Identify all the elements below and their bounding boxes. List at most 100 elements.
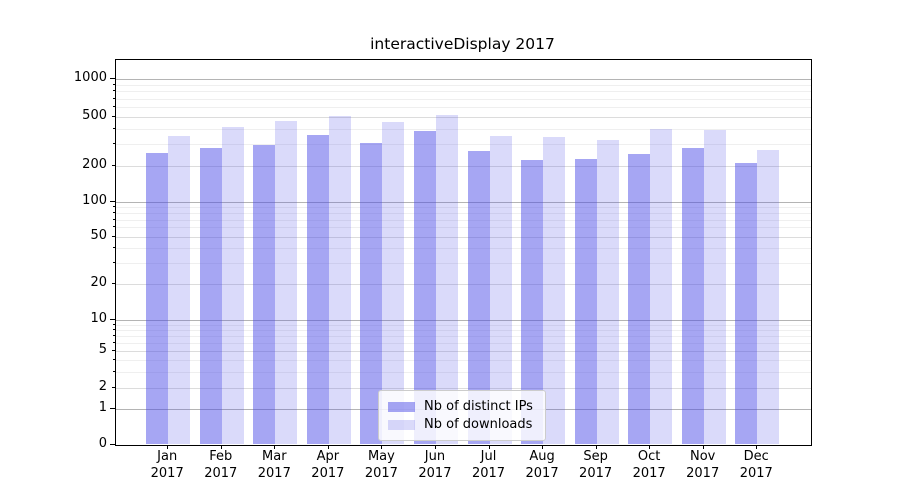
bar-ips-may: [360, 143, 383, 445]
bar-ips-jun: [413, 130, 436, 445]
y-gridline: [116, 207, 811, 209]
y-gridline: [116, 360, 811, 362]
y-tick: [110, 201, 115, 202]
bar-ips-jan: [146, 152, 169, 445]
legend-label: Nb of downloads: [424, 417, 533, 432]
x-tick: [542, 445, 544, 449]
y-tick: [111, 235, 115, 237]
bar-ips-nov: [681, 147, 704, 445]
y-minor-tick: [113, 226, 115, 228]
legend-item-downloads: Nb of downloads: [388, 416, 536, 433]
y-gridline: [116, 319, 811, 321]
y-minor-tick: [113, 247, 115, 249]
x-tick: [167, 445, 169, 449]
y-gridline: [116, 324, 811, 326]
y-tick-label: 0: [98, 435, 107, 451]
y-minor-tick: [113, 90, 115, 92]
y-gridline: [116, 388, 811, 390]
bar-ips-dec: [735, 162, 758, 445]
y-gridline: [116, 144, 811, 146]
y-tick-label: 100: [82, 193, 107, 208]
y-gridline: [116, 98, 811, 100]
y-minor-tick: [113, 143, 115, 145]
bar-ips-jul: [467, 150, 490, 445]
y-gridline: [116, 329, 811, 331]
x-tick-label-dec: Dec 2017: [739, 449, 773, 481]
y-gridline: [116, 213, 811, 215]
bar-downloads-mar: [275, 121, 298, 445]
bar-downloads-oct: [650, 128, 673, 445]
x-tick-label-feb: Feb 2017: [204, 449, 238, 481]
y-minor-tick: [113, 359, 115, 361]
y-tick-label: 2: [98, 379, 107, 395]
y-minor-tick: [113, 262, 115, 264]
x-tick: [595, 445, 597, 449]
y-gridline: [116, 263, 811, 265]
y-minor-tick: [113, 334, 115, 336]
legend-item-distinct-ips: Nb of distinct IPs: [388, 398, 536, 415]
y-minor-tick: [113, 83, 115, 85]
x-tick-label-oct: Oct 2017: [632, 449, 666, 481]
bar-downloads-jan: [168, 136, 191, 445]
bars-layer: [116, 60, 811, 445]
x-tick: [434, 445, 436, 449]
bar-downloads-may: [382, 122, 405, 445]
y-tick-label: 20: [90, 275, 107, 291]
x-tick-label-jun: Jun 2017: [418, 449, 452, 481]
bar-ips-apr: [306, 135, 329, 445]
y-tick-label: 1: [98, 399, 107, 415]
y-tick-label: 10: [90, 310, 107, 326]
legend-swatch-downloads: [388, 419, 415, 430]
y-gridline: [116, 117, 811, 118]
bar-ips-sep: [574, 158, 597, 445]
y-gridline: [116, 202, 811, 203]
y-gridline: [116, 166, 811, 167]
bar-downloads-aug: [543, 136, 566, 445]
x-tick: [756, 445, 758, 449]
y-tick-label: 5: [98, 342, 107, 357]
x-tick-label-jan: Jan 2017: [150, 449, 184, 481]
y-tick: [111, 165, 115, 166]
bar-downloads-feb: [221, 126, 244, 445]
x-tick-label-aug: Aug 2017: [525, 449, 559, 481]
y-tick-label: 200: [82, 157, 107, 172]
y-gridline: [116, 284, 811, 286]
x-tick-label-nov: Nov 2017: [686, 449, 720, 481]
y-gridline: [116, 84, 811, 86]
y-gridline: [116, 342, 811, 344]
y-gridline: [116, 248, 811, 250]
x-tick-label-sep: Sep 2017: [579, 449, 613, 481]
x-tick-label-apr: Apr 2017: [311, 449, 345, 481]
y-gridline: [116, 219, 811, 221]
y-gridline: [116, 79, 811, 80]
bar-downloads-apr: [328, 116, 351, 445]
bar-downloads-jul: [489, 135, 512, 445]
y-tick: [110, 443, 115, 445]
y-tick: [110, 407, 115, 409]
legend-label: Nb of distinct IPs: [424, 399, 533, 414]
x-tick: [381, 445, 383, 449]
x-tick-label-jul: Jul 2017: [471, 449, 506, 481]
y-minor-tick: [113, 370, 115, 372]
y-gridline: [116, 236, 811, 238]
y-gridline: [116, 351, 811, 352]
x-tick: [488, 445, 490, 449]
y-minor-tick: [113, 106, 115, 107]
y-minor-tick: [113, 323, 115, 325]
y-tick: [111, 116, 115, 117]
y-gridline: [116, 371, 811, 373]
x-tick-label-may: May 2017: [364, 449, 398, 481]
legend: Nb of distinct IPs Nb of downloads: [378, 390, 546, 441]
bar-downloads-dec: [757, 149, 780, 445]
y-gridline: [116, 335, 811, 337]
bar-ips-oct: [628, 154, 651, 445]
bar-downloads-nov: [703, 129, 726, 445]
y-minor-tick: [113, 97, 115, 99]
y-gridline: [116, 107, 811, 108]
bar-downloads-jun: [435, 114, 458, 445]
x-tick: [702, 445, 704, 449]
y-tick-label: 50: [90, 227, 107, 243]
bar-downloads-sep: [596, 140, 619, 445]
y-minor-tick: [113, 218, 115, 220]
